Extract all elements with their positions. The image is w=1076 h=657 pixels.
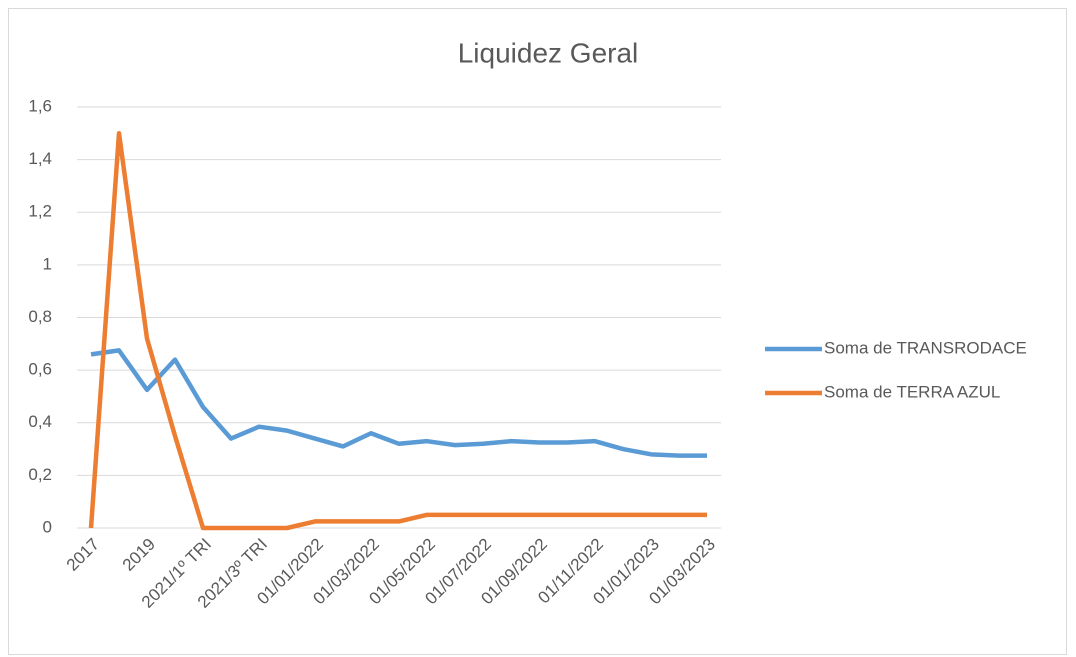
y-tick-label: 1,2 xyxy=(28,202,52,221)
chart-border xyxy=(8,8,1067,655)
y-tick-label: 0,4 xyxy=(28,412,52,431)
legend-label: Soma de TERRA AZUL xyxy=(824,382,1000,401)
y-tick-label: 0,2 xyxy=(28,465,52,484)
y-tick-label: 0,6 xyxy=(28,360,52,379)
y-tick-label: 1 xyxy=(43,254,52,273)
y-tick-label: 1,6 xyxy=(28,96,52,115)
y-tick-label: 0,8 xyxy=(28,307,52,326)
legend-label: Soma de TRANSRODACE xyxy=(824,338,1027,357)
series-line xyxy=(90,348,707,458)
chart-title: Liquidez Geral xyxy=(458,37,639,68)
y-tick-label: 1,4 xyxy=(28,149,52,168)
y-tick-label: 0 xyxy=(43,517,52,536)
series-line xyxy=(88,131,707,531)
